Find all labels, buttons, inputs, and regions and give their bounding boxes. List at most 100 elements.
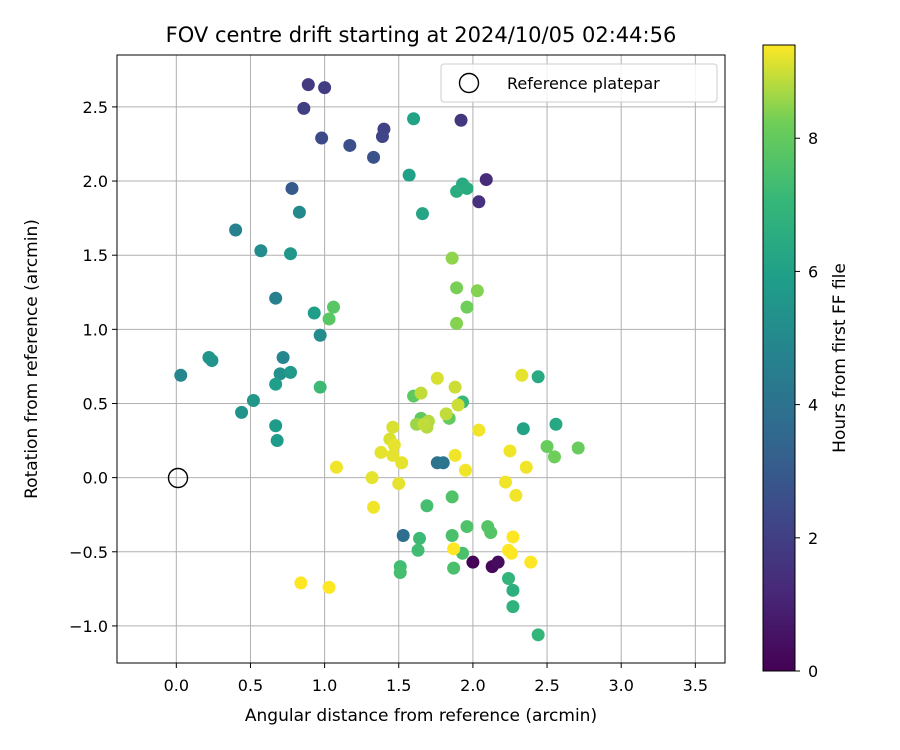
data-point: [374, 445, 388, 459]
data-point: [447, 561, 461, 575]
data-point: [445, 251, 459, 265]
x-tick-label: 0.5: [238, 676, 263, 695]
data-point: [470, 284, 484, 298]
plot-frame: [116, 54, 726, 664]
data-point: [448, 380, 462, 394]
data-point: [506, 530, 520, 544]
colorbar-tick-label: 2: [808, 529, 818, 548]
data-point: [549, 417, 563, 431]
y-axis-ticks: −1.0 −0.5 0.0 0.5 1.0 1.5 2.0 2.5: [69, 98, 117, 636]
data-point: [387, 438, 401, 452]
data-point: [460, 520, 474, 534]
x-axis-ticks: 0.0 0.5 1.0 1.5 2.0 2.5 3.0 3.5: [164, 663, 708, 695]
data-point: [571, 441, 585, 455]
data-point: [367, 150, 381, 164]
data-point: [436, 456, 450, 470]
data-point: [375, 130, 389, 144]
data-point: [499, 475, 513, 489]
y-axis-title: Rotation from reference (arcmin): [22, 219, 42, 499]
data-point: [229, 223, 243, 237]
data-point: [402, 168, 416, 182]
data-point: [454, 113, 468, 127]
data-point: [322, 580, 336, 594]
data-point: [479, 173, 493, 187]
x-tick-label: 2.0: [460, 676, 485, 695]
data-point: [284, 365, 298, 379]
legend-marker: [458, 72, 480, 94]
legend: Reference platepar: [440, 63, 718, 103]
data-point: [414, 386, 428, 400]
x-axis-title: Angular distance from reference (arcmin): [245, 706, 597, 726]
data-point: [318, 81, 332, 95]
data-point: [447, 542, 461, 556]
data-point: [392, 477, 406, 491]
data-point: [450, 316, 464, 330]
data-point: [301, 78, 315, 92]
colorbar-tick-label: 6: [808, 262, 818, 281]
data-point: [276, 351, 290, 365]
chart-title: FOV centre drift starting at 2024/10/05 …: [166, 23, 677, 47]
data-point: [472, 423, 486, 437]
data-point: [415, 207, 429, 221]
data-point: [313, 380, 327, 394]
data-point: [450, 184, 464, 198]
reference-platepar-marker: [167, 467, 189, 489]
y-tick-label: 0.5: [83, 394, 108, 413]
data-point: [448, 448, 462, 462]
data-point: [285, 181, 299, 195]
data-point: [466, 555, 480, 569]
data-point: [407, 112, 421, 126]
data-point: [506, 600, 520, 614]
data-point: [269, 419, 283, 433]
colorbar-title: Hours from first FF file: [830, 263, 850, 453]
data-point: [322, 312, 336, 326]
data-point: [395, 456, 409, 470]
legend-box: [440, 63, 718, 103]
data-point: [246, 394, 260, 408]
data-point: [315, 131, 329, 145]
data-point: [481, 520, 495, 534]
x-tick-label: 3.0: [608, 676, 633, 695]
data-point: [515, 368, 529, 382]
colorbar-tick-label: 0: [808, 662, 818, 681]
data-point: [445, 528, 459, 542]
colorbar-tick-label: 8: [808, 129, 818, 148]
data-point: [506, 583, 520, 597]
colorbar: [762, 44, 796, 672]
data-point: [393, 566, 407, 580]
data-point: [491, 555, 505, 569]
data-point: [524, 555, 538, 569]
data-point: [516, 422, 530, 436]
data-point: [504, 546, 518, 560]
data-point: [269, 377, 283, 391]
data-point: [292, 205, 306, 219]
y-tick-label: −1.0: [69, 617, 108, 636]
data-point: [501, 571, 515, 585]
data-point: [445, 490, 459, 504]
y-tick-label: −0.5: [69, 543, 108, 562]
data-point: [343, 138, 357, 152]
y-tick-label: 0.0: [83, 469, 108, 488]
data-point: [547, 450, 561, 464]
data-point: [297, 101, 311, 115]
data-point: [439, 407, 453, 421]
data-point: [417, 417, 431, 431]
data-point: [269, 291, 283, 305]
y-tick-label: 2.5: [83, 98, 108, 117]
scatter-points: [174, 78, 585, 642]
data-point: [205, 353, 219, 367]
data-point: [460, 300, 474, 314]
colorbar-ticks: 0 2 4 6 8: [795, 129, 818, 681]
data-point: [313, 328, 327, 342]
data-point: [519, 460, 533, 474]
data-point: [411, 543, 425, 557]
data-point: [531, 370, 545, 384]
data-point: [420, 499, 434, 513]
data-point: [413, 531, 427, 545]
x-tick-label: 2.5: [534, 676, 559, 695]
data-point: [509, 488, 523, 502]
data-point: [294, 576, 308, 590]
data-point: [307, 306, 321, 320]
data-point: [460, 181, 474, 195]
